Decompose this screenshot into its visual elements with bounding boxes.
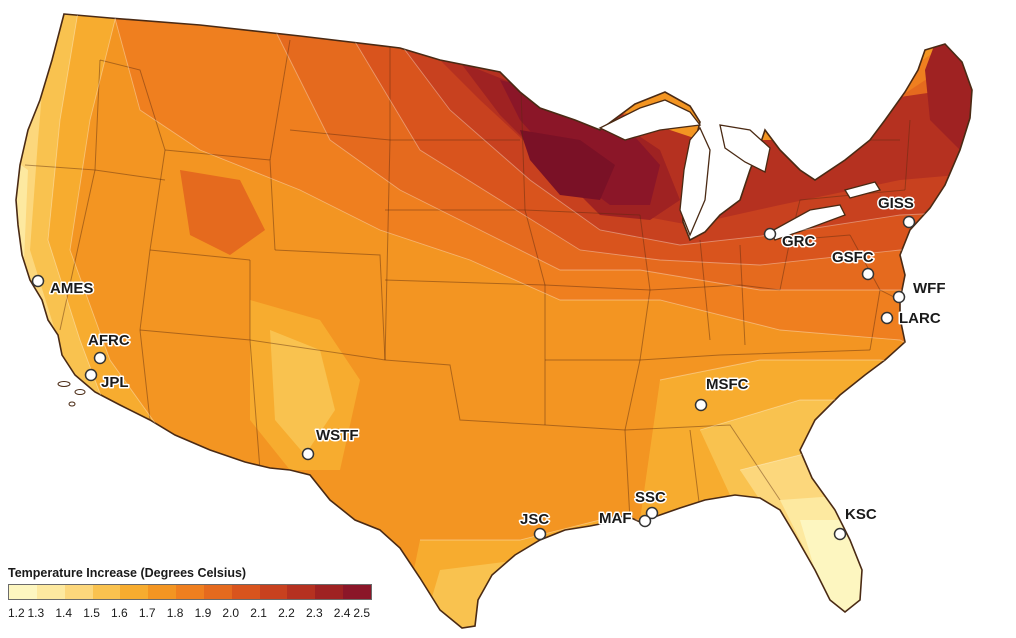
site-msfc[interactable]: MSFC (694, 375, 750, 412)
legend-tick: 1.8 (166, 606, 184, 620)
legend-swatch (343, 585, 371, 599)
site-label-giss: GISS (878, 195, 914, 212)
legend-tick: 2.3 (305, 606, 323, 620)
site-label-ssc: SSC (635, 489, 666, 506)
site-wstf[interactable]: WSTF (301, 426, 360, 461)
legend-swatch (9, 585, 37, 599)
legend-swatch (92, 585, 121, 599)
site-label-ksc: KSC (845, 506, 877, 523)
site-label-jsc: JSC (520, 511, 549, 528)
legend-swatch (231, 585, 260, 599)
legend-tick: 1.3 (27, 606, 45, 620)
legend-tick: 1.7 (138, 606, 156, 620)
site-label-maf: MAF (599, 510, 632, 527)
legend-tick-labels: 1.2 1.3 1.4 1.5 1.6 1.7 1.8 1.9 2.0 2.1 2.2 2.3 2.4 2… (8, 606, 370, 622)
site-larc[interactable]: LARC (880, 309, 942, 329)
site-label-gsfc: GSFC (832, 249, 874, 266)
legend-color-scale (8, 584, 372, 600)
legend-tick: 1.5 (83, 606, 100, 620)
legend-swatch (64, 585, 93, 599)
site-jpl[interactable]: JPL (84, 368, 130, 393)
legend-tick: 2.1 (250, 606, 267, 620)
legend-swatch (176, 585, 204, 599)
legend-tick: 1.6 (111, 606, 128, 620)
site-ames[interactable]: AMES (31, 274, 95, 299)
legend-title: Temperature Increase (Degrees Celsius) (8, 566, 247, 580)
legend-swatch (36, 585, 65, 599)
site-label-wff: WFF (913, 280, 945, 297)
legend-swatch (203, 585, 232, 599)
great-lakes (598, 99, 882, 241)
legend-tick: 1.2 (8, 606, 25, 620)
legend-swatch (148, 585, 177, 599)
nasa-sites: AMES AFRC JPL WSTF JSC SSC (31, 194, 947, 541)
legend-swatch (315, 585, 344, 599)
site-ssc[interactable]: SSC (634, 488, 668, 520)
legend-tick: 1.4 (55, 606, 73, 620)
site-label-ames: AMES (50, 280, 93, 297)
site-ksc[interactable]: KSC (833, 505, 878, 541)
site-label-wstf: WSTF (316, 427, 359, 444)
site-jsc[interactable]: JSC (519, 510, 551, 541)
legend-tick: 1.9 (194, 606, 212, 620)
site-gsfc[interactable]: GSFC (831, 248, 875, 281)
site-label-msfc: MSFC (706, 376, 749, 393)
legend-swatch (259, 585, 288, 599)
site-label-grc: GRC (782, 233, 816, 250)
channel-islands (57, 381, 86, 407)
site-label-jpl: JPL (101, 374, 129, 391)
site-wff[interactable]: WFF (892, 279, 947, 304)
site-giss[interactable]: GISS (877, 194, 915, 229)
legend-swatch (287, 585, 316, 599)
legend-tick: 2.5 (353, 606, 370, 620)
legend-tick: 2.0 (222, 606, 240, 620)
legend-tick: 2.4 (333, 606, 351, 620)
site-maf[interactable]: MAF (598, 509, 652, 529)
site-label-afrc: AFRC (88, 332, 130, 349)
site-label-larc: LARC (899, 310, 941, 327)
legend-tick: 2.2 (278, 606, 295, 620)
legend: Temperature Increase (Degrees Celsius) 1… (6, 566, 376, 632)
site-afrc[interactable]: AFRC (87, 331, 131, 365)
state-borders (24, 39, 911, 521)
site-grc[interactable]: GRC (763, 227, 817, 252)
legend-swatch (120, 585, 149, 599)
